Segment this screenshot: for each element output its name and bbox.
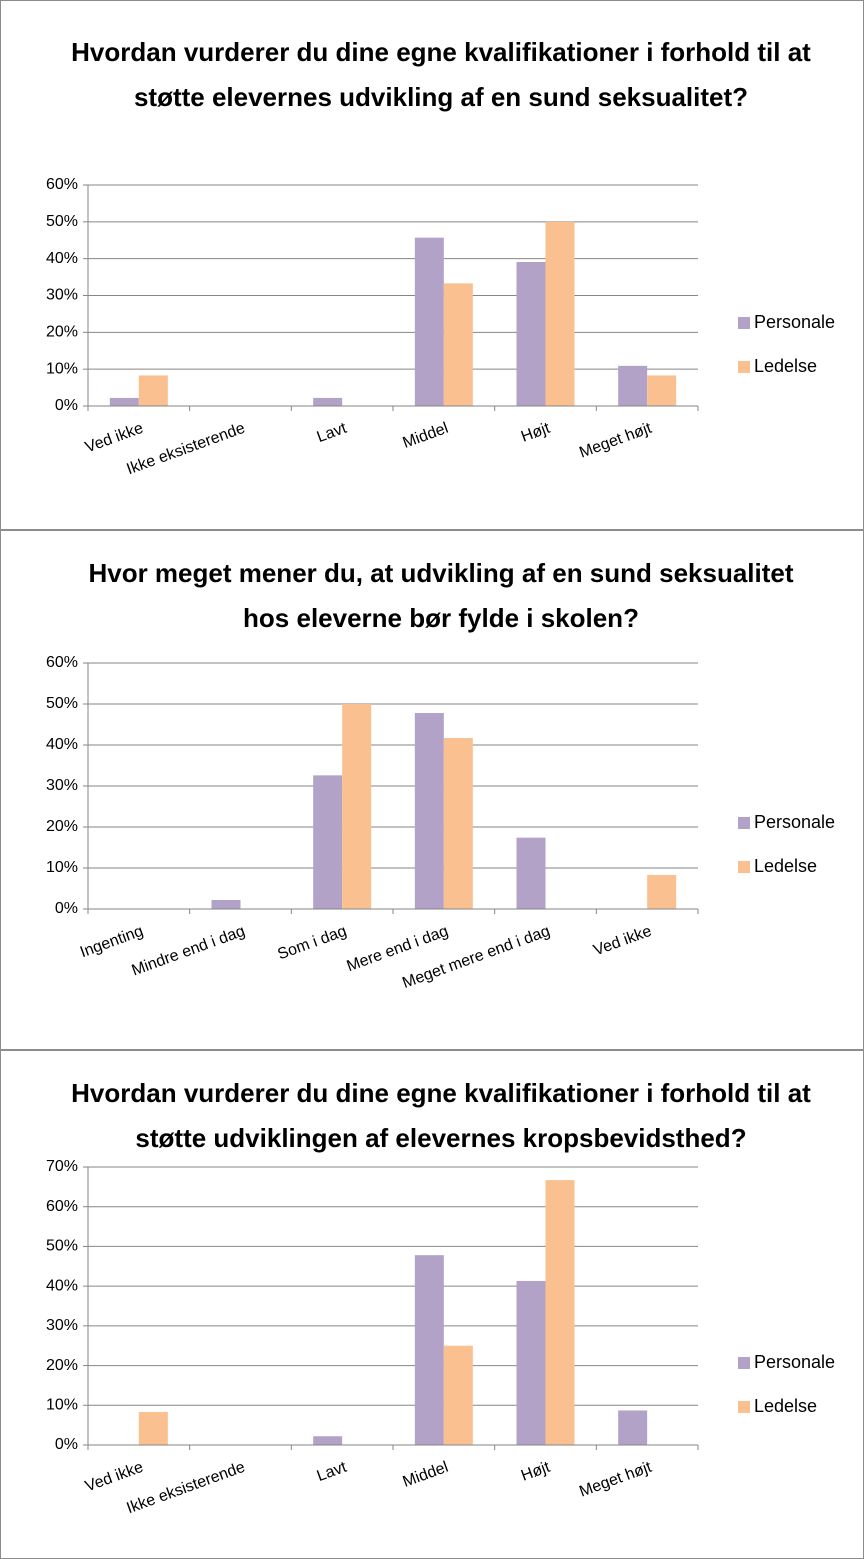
chart-title: Hvordan vurderer du dine egne kvalifikat… bbox=[71, 37, 811, 112]
bar bbox=[647, 874, 677, 909]
bar bbox=[618, 365, 648, 406]
legend-label: Ledelse bbox=[754, 356, 817, 376]
y-tick-label: 0% bbox=[55, 397, 78, 414]
x-tick-label: Lavt bbox=[315, 1459, 350, 1486]
chart-title: Hvor meget mener du, at udvikling af en … bbox=[88, 558, 794, 633]
bar bbox=[313, 397, 343, 406]
bar bbox=[342, 704, 372, 909]
x-tick-label: Ved ikke bbox=[591, 923, 654, 960]
legend-swatch bbox=[738, 317, 750, 329]
y-tick-label: 10% bbox=[46, 859, 78, 876]
legend-swatch bbox=[738, 1401, 750, 1413]
x-tick-label: Ved ikke bbox=[83, 420, 146, 457]
y-tick-label: 50% bbox=[46, 213, 78, 230]
y-tick-label: 30% bbox=[46, 1317, 78, 1334]
y-tick-label: 30% bbox=[46, 287, 78, 304]
bar bbox=[516, 261, 546, 406]
x-tick-label: Lavt bbox=[315, 420, 350, 447]
legend-label: Personale bbox=[754, 812, 835, 832]
y-tick-label: 20% bbox=[46, 324, 78, 341]
bar bbox=[545, 221, 575, 406]
y-tick-label: 60% bbox=[46, 176, 78, 193]
legend-label: Personale bbox=[754, 312, 835, 332]
legend-label: Ledelse bbox=[754, 856, 817, 876]
y-tick-label: 70% bbox=[46, 1158, 78, 1175]
legend-swatch bbox=[738, 861, 750, 873]
bar bbox=[618, 1410, 648, 1445]
bar bbox=[647, 375, 677, 406]
bar bbox=[516, 837, 546, 909]
y-tick-label: 0% bbox=[55, 1436, 78, 1453]
y-tick-label: 40% bbox=[46, 1277, 78, 1294]
bar bbox=[313, 1436, 343, 1445]
x-tick-label: Middel bbox=[401, 1459, 451, 1491]
y-tick-label: 20% bbox=[46, 818, 78, 835]
x-tick-label: Som i dag bbox=[275, 923, 349, 964]
y-tick-label: 20% bbox=[46, 1357, 78, 1374]
x-tick-label: Mindre end i dag bbox=[129, 923, 247, 980]
y-tick-label: 10% bbox=[46, 1397, 78, 1414]
y-tick-label: 10% bbox=[46, 360, 78, 377]
bar bbox=[313, 775, 343, 909]
y-tick-label: 60% bbox=[46, 654, 78, 671]
bar bbox=[138, 1412, 168, 1445]
y-tick-label: 40% bbox=[46, 250, 78, 267]
y-tick-label: 40% bbox=[46, 736, 78, 753]
bar bbox=[138, 375, 168, 406]
y-tick-label: 60% bbox=[46, 1198, 78, 1215]
legend-label: Ledelse bbox=[754, 1396, 817, 1416]
x-tick-label: Højt bbox=[519, 420, 553, 446]
y-tick-label: 50% bbox=[46, 1238, 78, 1255]
chart-panel: Hvordan vurderer du dine egne kvalifikat… bbox=[0, 1050, 864, 1559]
legend-swatch bbox=[738, 361, 750, 373]
chart-panel: Hvordan vurderer du dine egne kvalifikat… bbox=[0, 0, 864, 530]
bar bbox=[414, 1255, 444, 1445]
y-tick-label: 30% bbox=[46, 777, 78, 794]
chart-title: Hvordan vurderer du dine egne kvalifikat… bbox=[71, 1078, 811, 1153]
y-tick-label: 50% bbox=[46, 695, 78, 712]
x-tick-label: Højt bbox=[519, 1459, 553, 1485]
bar bbox=[414, 713, 444, 909]
y-tick-label: 0% bbox=[55, 900, 78, 917]
bar bbox=[414, 237, 444, 406]
bar bbox=[443, 1345, 473, 1445]
legend-swatch bbox=[738, 817, 750, 829]
bar bbox=[443, 738, 473, 909]
bar bbox=[516, 1280, 546, 1445]
bar bbox=[211, 899, 241, 909]
x-tick-label: Middel bbox=[401, 420, 451, 452]
chart-panel: Hvor meget mener du, at udvikling af en … bbox=[0, 530, 864, 1050]
bar bbox=[109, 397, 139, 406]
legend-swatch bbox=[738, 1357, 750, 1369]
x-tick-label: Meget højt bbox=[577, 1459, 654, 1501]
bar bbox=[545, 1180, 575, 1445]
bar bbox=[443, 283, 473, 406]
x-tick-label: Ingenting bbox=[78, 923, 146, 962]
x-tick-label: Ved ikke bbox=[83, 1459, 146, 1496]
legend-label: Personale bbox=[754, 1352, 835, 1372]
x-tick-label: Meget højt bbox=[577, 420, 654, 462]
